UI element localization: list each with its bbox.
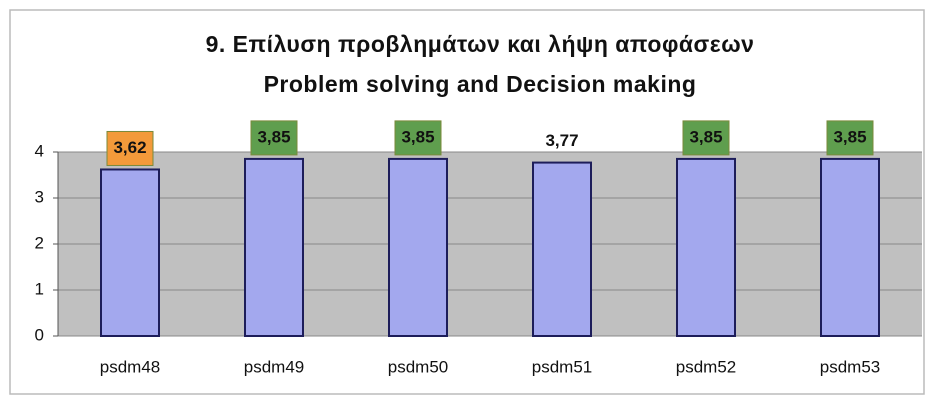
- bar: [100, 168, 160, 337]
- chart-title: 9. Επίλυση προβλημάτων και λήψη αποφάσεω…: [206, 31, 755, 57]
- y-tick-label: 3: [35, 187, 44, 206]
- value-label: 3,85: [689, 127, 722, 146]
- chart-title: Problem solving and Decision making: [264, 71, 697, 97]
- value-label: 3,85: [833, 127, 866, 146]
- x-tick-label: psdm51: [532, 357, 592, 376]
- value-label-box: [682, 120, 730, 156]
- bar: [532, 161, 592, 337]
- bar: [820, 157, 880, 337]
- y-tick-label: 1: [35, 279, 44, 298]
- x-tick-label: psdm49: [244, 357, 304, 376]
- x-tick-label: psdm52: [676, 357, 736, 376]
- value-label: 3,85: [257, 127, 290, 146]
- y-tick-label: 2: [35, 233, 44, 252]
- x-tick-label: psdm53: [820, 357, 880, 376]
- value-label-box: [826, 120, 874, 156]
- bar: [676, 157, 736, 337]
- y-tick-label: 4: [35, 141, 44, 160]
- value-label-box: [394, 120, 442, 156]
- value-label: 3,85: [401, 127, 434, 146]
- bar: [388, 157, 448, 337]
- value-label: 3,77: [545, 131, 578, 150]
- x-tick-label: psdm50: [388, 357, 448, 376]
- bar: [244, 157, 304, 337]
- value-label: 3,62: [113, 138, 146, 157]
- y-tick-label: 0: [35, 325, 44, 344]
- value-label-box: [250, 120, 298, 156]
- value-label-box: [106, 130, 154, 166]
- x-tick-label: psdm48: [100, 357, 160, 376]
